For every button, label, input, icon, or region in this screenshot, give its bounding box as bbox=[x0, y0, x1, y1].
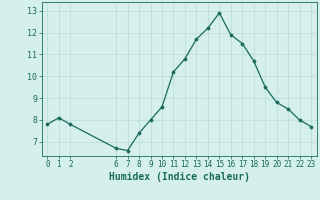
X-axis label: Humidex (Indice chaleur): Humidex (Indice chaleur) bbox=[109, 172, 250, 182]
